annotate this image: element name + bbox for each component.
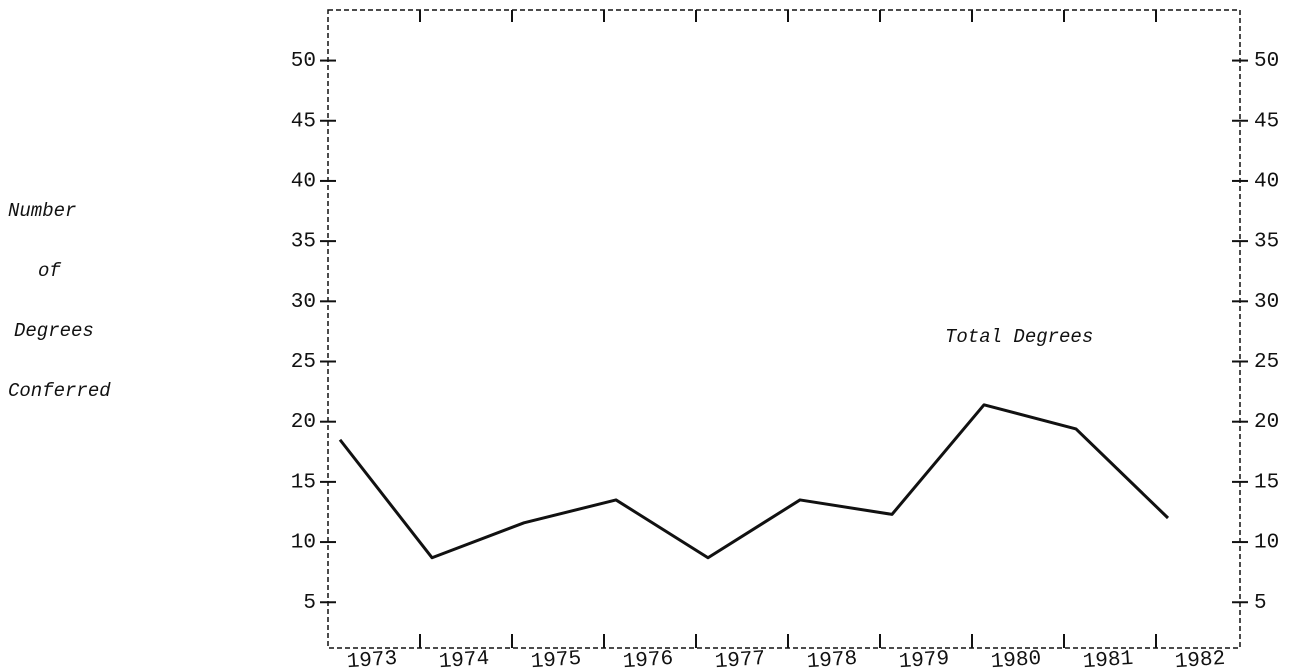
y2-tick-label: 20: [1254, 411, 1279, 434]
y-axis-label: of: [38, 260, 61, 282]
x-tick-label: 1978: [806, 648, 858, 670]
data-line: [338, 403, 1170, 560]
x-tick-label: 1982: [1174, 648, 1226, 670]
y-tick-label: 35: [291, 231, 316, 254]
x-tick-label: 1981: [1082, 648, 1134, 670]
x-tick-label: 1980: [990, 648, 1042, 670]
y-axis-label: Degrees: [14, 320, 94, 342]
y-tick-label: 45: [291, 110, 316, 133]
y2-tick-label: 35: [1254, 231, 1279, 254]
y-axis-label: Conferred: [8, 380, 111, 402]
y2-tick-label: 5: [1254, 592, 1267, 615]
y2-tick-label: 50: [1254, 50, 1279, 73]
y-tick-label: 40: [291, 170, 316, 193]
plot-frame: [327, 9, 1241, 649]
y-tick-label: 10: [291, 532, 316, 555]
y2-tick-label: 45: [1254, 110, 1279, 133]
y-tick-label: 25: [291, 351, 316, 374]
y-tick-label: 50: [291, 50, 316, 73]
x-tick-label: 1974: [438, 648, 490, 670]
y-tick-label: 30: [291, 291, 316, 314]
x-tick-label: 1975: [530, 648, 582, 670]
y2-tick-label: 40: [1254, 170, 1279, 193]
y-tick-label: 5: [303, 592, 316, 615]
y2-tick-label: 25: [1254, 351, 1279, 374]
y2-tick-label: 30: [1254, 291, 1279, 314]
x-tick-label: 1977: [714, 648, 766, 670]
x-tick-label: 1973: [346, 648, 398, 670]
x-tick-label: 1976: [622, 648, 674, 670]
x-tick-label: 1979: [898, 648, 950, 670]
y2-tick-label: 15: [1254, 471, 1279, 494]
y-tick-label: 15: [291, 471, 316, 494]
y-axis-label: Number: [8, 200, 76, 222]
y2-tick-label: 10: [1254, 532, 1279, 555]
annotation: Total Degrees: [945, 326, 1093, 348]
y-tick-label: 20: [291, 411, 316, 434]
